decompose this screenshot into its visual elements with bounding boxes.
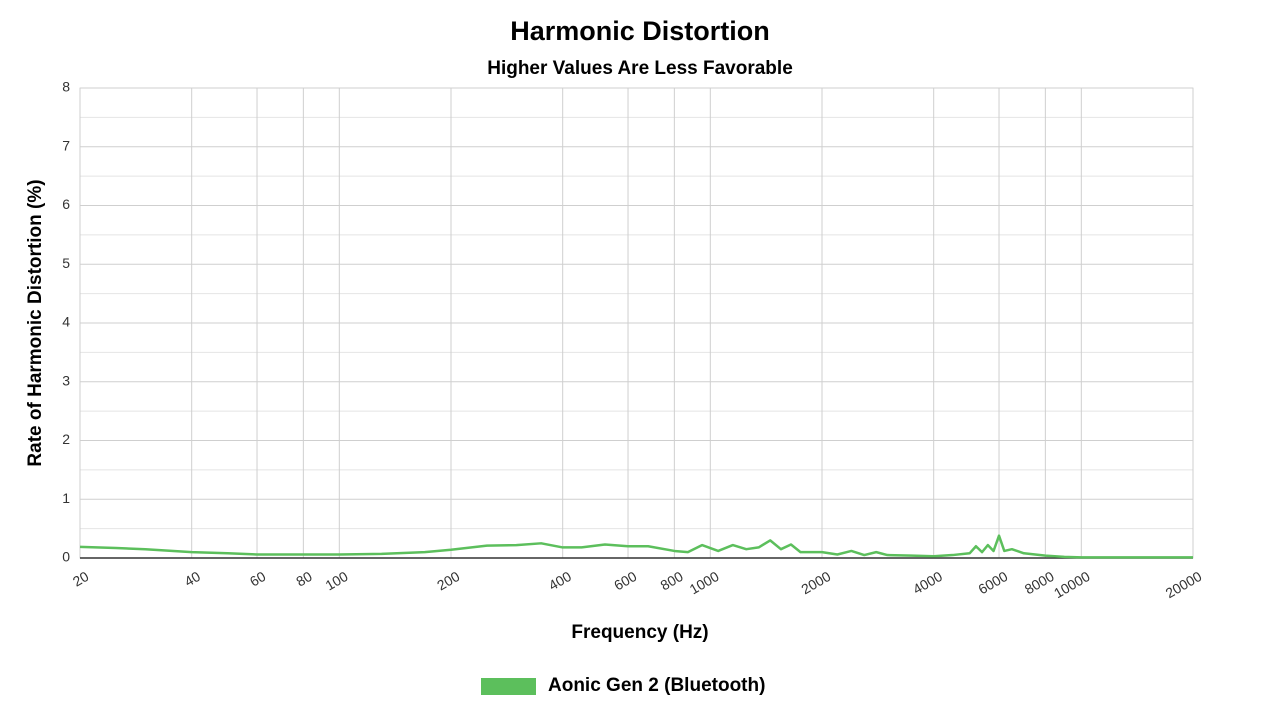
x-tick-label: 4000: [910, 568, 945, 598]
y-tick-label: 1: [62, 490, 70, 506]
legend-label: Aonic Gen 2 (Bluetooth): [548, 675, 765, 696]
legend-swatch: [481, 678, 536, 695]
y-tick-label: 4: [62, 314, 70, 330]
x-tick-label: 1000: [687, 568, 722, 598]
y-tick-label: 0: [62, 549, 70, 565]
x-axis-label: Frequency (Hz): [571, 622, 708, 643]
y-tick-label: 7: [62, 137, 70, 153]
y-tick-label: 2: [62, 431, 70, 447]
x-tick-label: 8000: [1022, 568, 1057, 598]
x-tick-label: 80: [293, 568, 315, 590]
x-tick-label: 20000: [1163, 568, 1205, 601]
chart-title: Harmonic Distortion: [510, 16, 770, 46]
chart-subtitle: Higher Values Are Less Favorable: [487, 58, 793, 79]
x-tick-label: 6000: [975, 568, 1010, 598]
x-tick-label: 600: [611, 568, 639, 594]
x-tick-label: 400: [546, 568, 574, 594]
x-tick-label: 2000: [798, 568, 833, 598]
data-line: [79, 534, 1193, 559]
x-tick-label: 200: [434, 568, 462, 594]
y-axis-label: Rate of Harmonic Distortion (%): [25, 179, 46, 466]
y-tick-label: 3: [62, 372, 70, 388]
y-tick-label: 5: [62, 255, 70, 271]
y-tick-label: 6: [62, 196, 70, 212]
x-tick-label: 40: [182, 568, 204, 590]
x-tick-label: 20: [70, 568, 92, 590]
x-tick-label: 100: [322, 568, 350, 594]
x-tick-label: 60: [247, 568, 269, 590]
y-tick-label: 8: [62, 79, 70, 95]
x-tick-label: 10000: [1051, 568, 1093, 601]
x-tick-label: 800: [657, 568, 685, 594]
